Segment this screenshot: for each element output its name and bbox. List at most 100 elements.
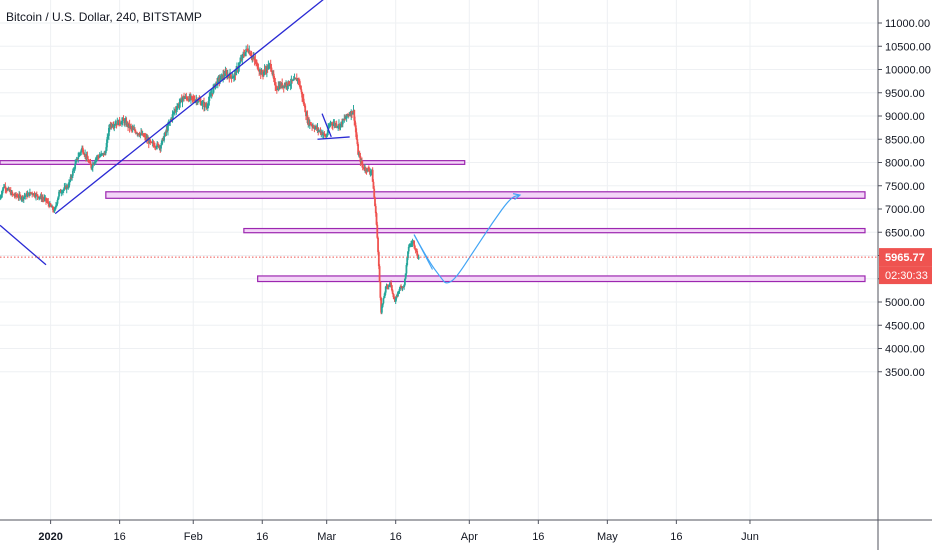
trendline xyxy=(0,224,47,266)
candle-body xyxy=(103,152,106,155)
candle-body xyxy=(134,129,136,132)
candle-body xyxy=(274,81,277,86)
candle-body xyxy=(243,55,246,57)
candle-body xyxy=(72,168,75,171)
candle-body xyxy=(298,80,300,82)
candle-body xyxy=(312,126,315,128)
candle-body xyxy=(50,205,53,208)
candle-body xyxy=(244,52,247,56)
candle-body xyxy=(55,205,57,207)
last-price-badge xyxy=(879,248,932,267)
candle-body xyxy=(208,96,211,102)
candle-body xyxy=(185,96,188,98)
candle-body xyxy=(6,189,8,191)
trendline xyxy=(321,113,332,138)
candle-body xyxy=(359,156,362,162)
candle-body xyxy=(394,298,397,302)
candle-body xyxy=(193,98,195,100)
price-badges: 5965.77 02:30:33 xyxy=(879,248,932,285)
candle-body xyxy=(59,190,62,193)
candle-body xyxy=(31,192,34,195)
candle-body xyxy=(24,195,27,197)
candle-body xyxy=(371,169,374,182)
candle-body xyxy=(19,195,22,199)
candle-body xyxy=(75,158,78,161)
trendline xyxy=(54,0,324,215)
candle-body xyxy=(308,119,310,125)
candle-body xyxy=(331,123,333,125)
candle-body xyxy=(71,170,74,176)
candle-body xyxy=(328,127,330,129)
candle-body xyxy=(378,266,381,282)
candle-body xyxy=(381,303,384,307)
candle-body xyxy=(91,163,94,168)
candle-body xyxy=(239,61,241,64)
candle-body xyxy=(332,123,335,126)
candle-body xyxy=(257,68,260,71)
candle-body xyxy=(167,124,169,131)
candle-body xyxy=(176,107,179,110)
candle-body xyxy=(382,298,385,304)
candle-body xyxy=(183,97,186,99)
candle-body xyxy=(130,126,133,128)
x-tick-label: Apr xyxy=(461,531,478,543)
candle-body xyxy=(70,176,73,178)
y-tick-label: 7500.00 xyxy=(885,181,925,193)
candle-body xyxy=(146,138,149,141)
candle-body xyxy=(179,99,182,104)
candle-body xyxy=(105,142,108,151)
candle-body xyxy=(321,132,323,135)
candle-body xyxy=(181,98,184,103)
candle-body xyxy=(107,135,110,138)
candle-body xyxy=(164,132,167,134)
candle-body xyxy=(209,95,212,97)
candle-body xyxy=(403,284,406,288)
candle-body xyxy=(74,163,77,169)
candle-body xyxy=(155,147,158,149)
candle-body xyxy=(241,54,244,60)
candle-body xyxy=(40,195,43,200)
candle-body xyxy=(374,206,377,214)
candle-body xyxy=(15,193,18,196)
candle-body xyxy=(374,197,376,207)
candle-body xyxy=(93,162,96,165)
candle-body xyxy=(255,62,258,64)
candle-body xyxy=(165,129,168,133)
candle-body xyxy=(399,286,402,289)
candle-body xyxy=(134,131,137,134)
y-tick-label: 4000.00 xyxy=(885,344,925,356)
candle-body xyxy=(390,282,392,286)
candle-body xyxy=(267,65,270,70)
candle-body xyxy=(37,196,40,198)
candle-body xyxy=(86,155,89,160)
candle-body xyxy=(212,87,215,94)
candle-body xyxy=(392,293,395,298)
x-tick-label: 16 xyxy=(532,531,544,543)
candle-body xyxy=(372,181,375,189)
candle-body xyxy=(172,112,175,115)
candle-body xyxy=(89,162,92,165)
candle-body xyxy=(368,170,371,173)
candle-body xyxy=(377,237,379,253)
candle-body xyxy=(292,79,295,81)
candle-body xyxy=(409,244,412,246)
candle-body xyxy=(45,200,48,202)
candle-body xyxy=(81,147,84,153)
candle-body xyxy=(304,105,307,113)
candle-body xyxy=(200,104,203,106)
candle-body xyxy=(229,73,232,76)
candle-body xyxy=(29,192,31,196)
candle-body xyxy=(232,75,235,78)
candle-body xyxy=(361,160,363,165)
candle-body xyxy=(149,140,152,142)
candle-body xyxy=(144,136,147,140)
candle-body xyxy=(337,126,340,128)
candle-body xyxy=(92,163,95,165)
candle-body xyxy=(65,185,68,190)
countdown-label: 02:30:33 xyxy=(885,270,928,282)
candle-body xyxy=(206,105,209,107)
candle-body xyxy=(345,114,348,118)
